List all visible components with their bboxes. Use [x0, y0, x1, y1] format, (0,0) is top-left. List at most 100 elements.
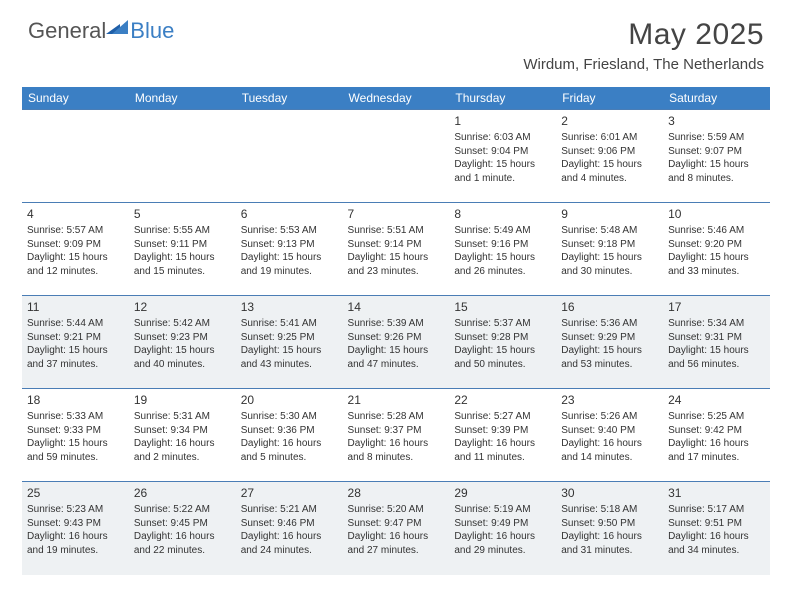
- sunset-line: Sunset: 9:20 PM: [668, 238, 765, 252]
- daylight-line: Daylight: 15 hours and 26 minutes.: [454, 251, 551, 278]
- sunrise-line: Sunrise: 5:20 AM: [348, 503, 445, 517]
- sunrise-line: Sunrise: 5:27 AM: [454, 410, 551, 424]
- day-number: 5: [134, 206, 231, 222]
- sunrise-line: Sunrise: 5:48 AM: [561, 224, 658, 238]
- sunset-line: Sunset: 9:13 PM: [241, 238, 338, 252]
- sunset-line: Sunset: 9:36 PM: [241, 424, 338, 438]
- day-number: 15: [454, 299, 551, 315]
- calendar-day-cell: 18Sunrise: 5:33 AMSunset: 9:33 PMDayligh…: [22, 389, 129, 482]
- sunrise-line: Sunrise: 5:21 AM: [241, 503, 338, 517]
- sunrise-line: Sunrise: 5:49 AM: [454, 224, 551, 238]
- calendar-day-cell: 2Sunrise: 6:01 AMSunset: 9:06 PMDaylight…: [556, 110, 663, 203]
- sunrise-line: Sunrise: 5:34 AM: [668, 317, 765, 331]
- calendar-day-cell: 13Sunrise: 5:41 AMSunset: 9:25 PMDayligh…: [236, 296, 343, 389]
- calendar-week-row: 11Sunrise: 5:44 AMSunset: 9:21 PMDayligh…: [22, 296, 770, 389]
- daylight-line: Daylight: 16 hours and 31 minutes.: [561, 530, 658, 557]
- sunset-line: Sunset: 9:46 PM: [241, 517, 338, 531]
- day-number: 14: [348, 299, 445, 315]
- sunset-line: Sunset: 9:07 PM: [668, 145, 765, 159]
- daylight-line: Daylight: 16 hours and 2 minutes.: [134, 437, 231, 464]
- sunrise-line: Sunrise: 5:53 AM: [241, 224, 338, 238]
- sunrise-line: Sunrise: 5:37 AM: [454, 317, 551, 331]
- sunset-line: Sunset: 9:43 PM: [27, 517, 124, 531]
- day-number: 12: [134, 299, 231, 315]
- brand-logo: General Blue: [28, 18, 174, 44]
- day-number: 19: [134, 392, 231, 408]
- daylight-line: Daylight: 15 hours and 43 minutes.: [241, 344, 338, 371]
- brand-general: General: [28, 18, 106, 44]
- sunset-line: Sunset: 9:50 PM: [561, 517, 658, 531]
- day-number: 21: [348, 392, 445, 408]
- day-number: 3: [668, 113, 765, 129]
- calendar-day-cell: 17 Sunrise: 5:34 AMSunset: 9:31 PMDayligh…: [663, 296, 770, 389]
- weekday-header-row: SundayMondayTuesdayWednesdayThursdayFrid…: [22, 87, 770, 110]
- brand-mark-icon: [106, 18, 128, 34]
- calendar-empty-cell: [236, 110, 343, 203]
- page-title: May 2025: [523, 18, 764, 52]
- day-number: 6: [241, 206, 338, 222]
- brand-blue: Blue: [130, 18, 174, 44]
- sunrise-line: Sunrise: 5:41 AM: [241, 317, 338, 331]
- daylight-line: Daylight: 15 hours and 30 minutes.: [561, 251, 658, 278]
- calendar-day-cell: 16Sunrise: 5:36 AMSunset: 9:29 PMDayligh…: [556, 296, 663, 389]
- day-number: 27: [241, 485, 338, 501]
- day-number: 1: [454, 113, 551, 129]
- sunset-line: Sunset: 9:47 PM: [348, 517, 445, 531]
- sunrise-line: Sunrise: 5:26 AM: [561, 410, 658, 424]
- day-number: 26: [134, 485, 231, 501]
- sunset-line: Sunset: 9:28 PM: [454, 331, 551, 345]
- calendar-week-row: 1Sunrise: 6:03 AMSunset: 9:04 PMDaylight…: [22, 110, 770, 203]
- calendar-day-cell: 15Sunrise: 5:37 AMSunset: 9:28 PMDayligh…: [449, 296, 556, 389]
- daylight-line: Daylight: 16 hours and 27 minutes.: [348, 530, 445, 557]
- calendar-day-cell: 28Sunrise: 5:20 AMSunset: 9:47 PMDayligh…: [343, 482, 450, 575]
- sunset-line: Sunset: 9:31 PM: [668, 331, 765, 345]
- sunset-line: Sunset: 9:18 PM: [561, 238, 658, 252]
- weekday-header: Thursday: [449, 87, 556, 110]
- sunrise-line: Sunrise: 5:22 AM: [134, 503, 231, 517]
- daylight-line: Daylight: 15 hours and 23 minutes.: [348, 251, 445, 278]
- day-number: 24: [668, 392, 765, 408]
- daylight-line: Daylight: 15 hours and 56 minutes.: [668, 344, 765, 371]
- sunset-line: Sunset: 9:21 PM: [27, 331, 124, 345]
- sunrise-line: Sunrise: 5:44 AM: [27, 317, 124, 331]
- daylight-line: Daylight: 16 hours and 11 minutes.: [454, 437, 551, 464]
- sunrise-line: Sunrise: 5:33 AM: [27, 410, 124, 424]
- sunrise-line: Sunrise: 5:39 AM: [348, 317, 445, 331]
- day-number: 16: [561, 299, 658, 315]
- daylight-line: Daylight: 15 hours and 15 minutes.: [134, 251, 231, 278]
- calendar-day-cell: 11Sunrise: 5:44 AMSunset: 9:21 PMDayligh…: [22, 296, 129, 389]
- calendar-day-cell: 10Sunrise: 5:46 AMSunset: 9:20 PMDayligh…: [663, 203, 770, 296]
- day-number: 2: [561, 113, 658, 129]
- daylight-line: Daylight: 15 hours and 8 minutes.: [668, 158, 765, 185]
- sunset-line: Sunset: 9:26 PM: [348, 331, 445, 345]
- calendar-day-cell: 4Sunrise: 5:57 AMSunset: 9:09 PMDaylight…: [22, 203, 129, 296]
- daylight-line: Daylight: 15 hours and 40 minutes.: [134, 344, 231, 371]
- daylight-line: Daylight: 16 hours and 19 minutes.: [27, 530, 124, 557]
- calendar-day-cell: 25Sunrise: 5:23 AMSunset: 9:43 PMDayligh…: [22, 482, 129, 575]
- day-number: 17: [668, 299, 765, 315]
- weekday-header: Tuesday: [236, 87, 343, 110]
- sunset-line: Sunset: 9:11 PM: [134, 238, 231, 252]
- calendar-day-cell: 9Sunrise: 5:48 AMSunset: 9:18 PMDaylight…: [556, 203, 663, 296]
- sunrise-line: Sunrise: 5:55 AM: [134, 224, 231, 238]
- day-number: 30: [561, 485, 658, 501]
- sunset-line: Sunset: 9:34 PM: [134, 424, 231, 438]
- daylight-line: Daylight: 15 hours and 4 minutes.: [561, 158, 658, 185]
- sunset-line: Sunset: 9:14 PM: [348, 238, 445, 252]
- calendar-day-cell: 7Sunrise: 5:51 AMSunset: 9:14 PMDaylight…: [343, 203, 450, 296]
- day-number: 4: [27, 206, 124, 222]
- calendar-day-cell: 21Sunrise: 5:28 AMSunset: 9:37 PMDayligh…: [343, 389, 450, 482]
- calendar-day-cell: 20Sunrise: 5:30 AMSunset: 9:36 PMDayligh…: [236, 389, 343, 482]
- sunrise-line: Sunrise: 6:01 AM: [561, 131, 658, 145]
- weekday-header: Monday: [129, 87, 236, 110]
- daylight-line: Daylight: 16 hours and 34 minutes.: [668, 530, 765, 557]
- daylight-line: Daylight: 16 hours and 5 minutes.: [241, 437, 338, 464]
- calendar-grid: SundayMondayTuesdayWednesdayThursdayFrid…: [22, 87, 770, 575]
- calendar-empty-cell: [343, 110, 450, 203]
- sunrise-line: Sunrise: 5:30 AM: [241, 410, 338, 424]
- sunrise-line: Sunrise: 5:31 AM: [134, 410, 231, 424]
- weekday-header: Saturday: [663, 87, 770, 110]
- day-number: 18: [27, 392, 124, 408]
- calendar-day-cell: 5 Sunrise: 5:55 AMSunset: 9:11 PMDaylight…: [129, 203, 236, 296]
- sunset-line: Sunset: 9:45 PM: [134, 517, 231, 531]
